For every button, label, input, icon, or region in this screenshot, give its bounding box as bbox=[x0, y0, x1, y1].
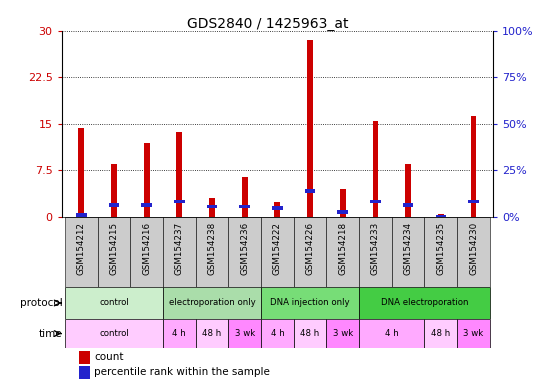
Bar bbox=[78, 128, 84, 217]
Bar bbox=[403, 204, 413, 207]
Bar bbox=[468, 200, 479, 204]
Text: 4 h: 4 h bbox=[173, 329, 186, 338]
Bar bbox=[228, 319, 261, 348]
Text: GSM154212: GSM154212 bbox=[77, 222, 86, 275]
Bar bbox=[338, 210, 348, 214]
Bar bbox=[209, 199, 215, 217]
Bar bbox=[65, 319, 163, 348]
Text: 48 h: 48 h bbox=[431, 329, 450, 338]
Bar bbox=[142, 203, 152, 207]
Text: GSM154216: GSM154216 bbox=[142, 222, 151, 275]
Bar bbox=[174, 200, 184, 204]
Bar bbox=[196, 217, 228, 287]
Bar bbox=[359, 287, 490, 319]
Text: GSM154238: GSM154238 bbox=[207, 222, 217, 275]
Bar bbox=[130, 217, 163, 287]
Text: GDS2840 / 1425963_at: GDS2840 / 1425963_at bbox=[187, 17, 349, 31]
Text: electroporation only: electroporation only bbox=[169, 298, 255, 308]
Bar bbox=[79, 366, 90, 379]
Bar bbox=[98, 217, 130, 287]
Text: GSM154233: GSM154233 bbox=[371, 222, 380, 275]
Bar bbox=[457, 319, 490, 348]
Bar bbox=[307, 40, 313, 217]
Text: control: control bbox=[99, 329, 129, 338]
Text: 3 wk: 3 wk bbox=[333, 329, 353, 338]
Bar bbox=[144, 142, 150, 217]
Bar bbox=[425, 319, 457, 348]
Bar bbox=[457, 217, 490, 287]
Text: percentile rank within the sample: percentile rank within the sample bbox=[94, 367, 270, 377]
Bar bbox=[274, 202, 280, 217]
Text: GSM154230: GSM154230 bbox=[469, 222, 478, 275]
Text: DNA injection only: DNA injection only bbox=[270, 298, 350, 308]
Bar bbox=[109, 203, 119, 207]
Bar bbox=[163, 287, 261, 319]
Bar bbox=[436, 215, 446, 218]
Bar bbox=[242, 177, 248, 217]
Bar bbox=[65, 217, 98, 287]
Text: count: count bbox=[94, 352, 123, 362]
Text: GSM154236: GSM154236 bbox=[240, 222, 249, 275]
Bar bbox=[438, 214, 444, 217]
Bar bbox=[373, 121, 378, 217]
Text: time: time bbox=[39, 329, 62, 339]
Bar bbox=[228, 217, 261, 287]
Bar bbox=[359, 319, 425, 348]
Bar bbox=[65, 287, 163, 319]
Bar bbox=[326, 319, 359, 348]
Text: GSM154222: GSM154222 bbox=[273, 222, 282, 275]
Text: 3 wk: 3 wk bbox=[464, 329, 483, 338]
Bar bbox=[359, 217, 392, 287]
Bar bbox=[176, 132, 182, 217]
Text: GSM154235: GSM154235 bbox=[436, 222, 445, 275]
Text: 4 h: 4 h bbox=[385, 329, 399, 338]
Bar bbox=[76, 214, 86, 217]
Text: GSM154237: GSM154237 bbox=[175, 222, 184, 275]
Bar bbox=[405, 164, 411, 217]
Bar bbox=[240, 205, 250, 209]
Bar bbox=[305, 189, 315, 193]
Text: GSM154218: GSM154218 bbox=[338, 222, 347, 275]
Text: DNA electroporation: DNA electroporation bbox=[381, 298, 468, 308]
Text: control: control bbox=[99, 298, 129, 308]
Text: 3 wk: 3 wk bbox=[235, 329, 255, 338]
Bar bbox=[340, 189, 346, 217]
Text: 48 h: 48 h bbox=[301, 329, 319, 338]
Text: 48 h: 48 h bbox=[203, 329, 221, 338]
Bar bbox=[261, 217, 294, 287]
Text: GSM154234: GSM154234 bbox=[404, 222, 413, 275]
Text: 4 h: 4 h bbox=[271, 329, 284, 338]
Bar bbox=[272, 206, 282, 210]
Bar bbox=[261, 287, 359, 319]
Bar bbox=[163, 319, 196, 348]
Bar bbox=[261, 319, 294, 348]
Bar bbox=[370, 200, 381, 204]
Bar bbox=[326, 217, 359, 287]
Bar bbox=[79, 351, 90, 364]
Bar bbox=[111, 164, 117, 217]
Bar bbox=[471, 116, 477, 217]
Text: GSM154226: GSM154226 bbox=[306, 222, 315, 275]
Bar bbox=[425, 217, 457, 287]
Bar bbox=[207, 205, 217, 209]
Bar bbox=[196, 319, 228, 348]
Text: GSM154215: GSM154215 bbox=[109, 222, 118, 275]
Bar bbox=[392, 217, 425, 287]
Bar bbox=[294, 319, 326, 348]
Bar bbox=[294, 217, 326, 287]
Bar bbox=[163, 217, 196, 287]
Text: protocol: protocol bbox=[19, 298, 62, 308]
